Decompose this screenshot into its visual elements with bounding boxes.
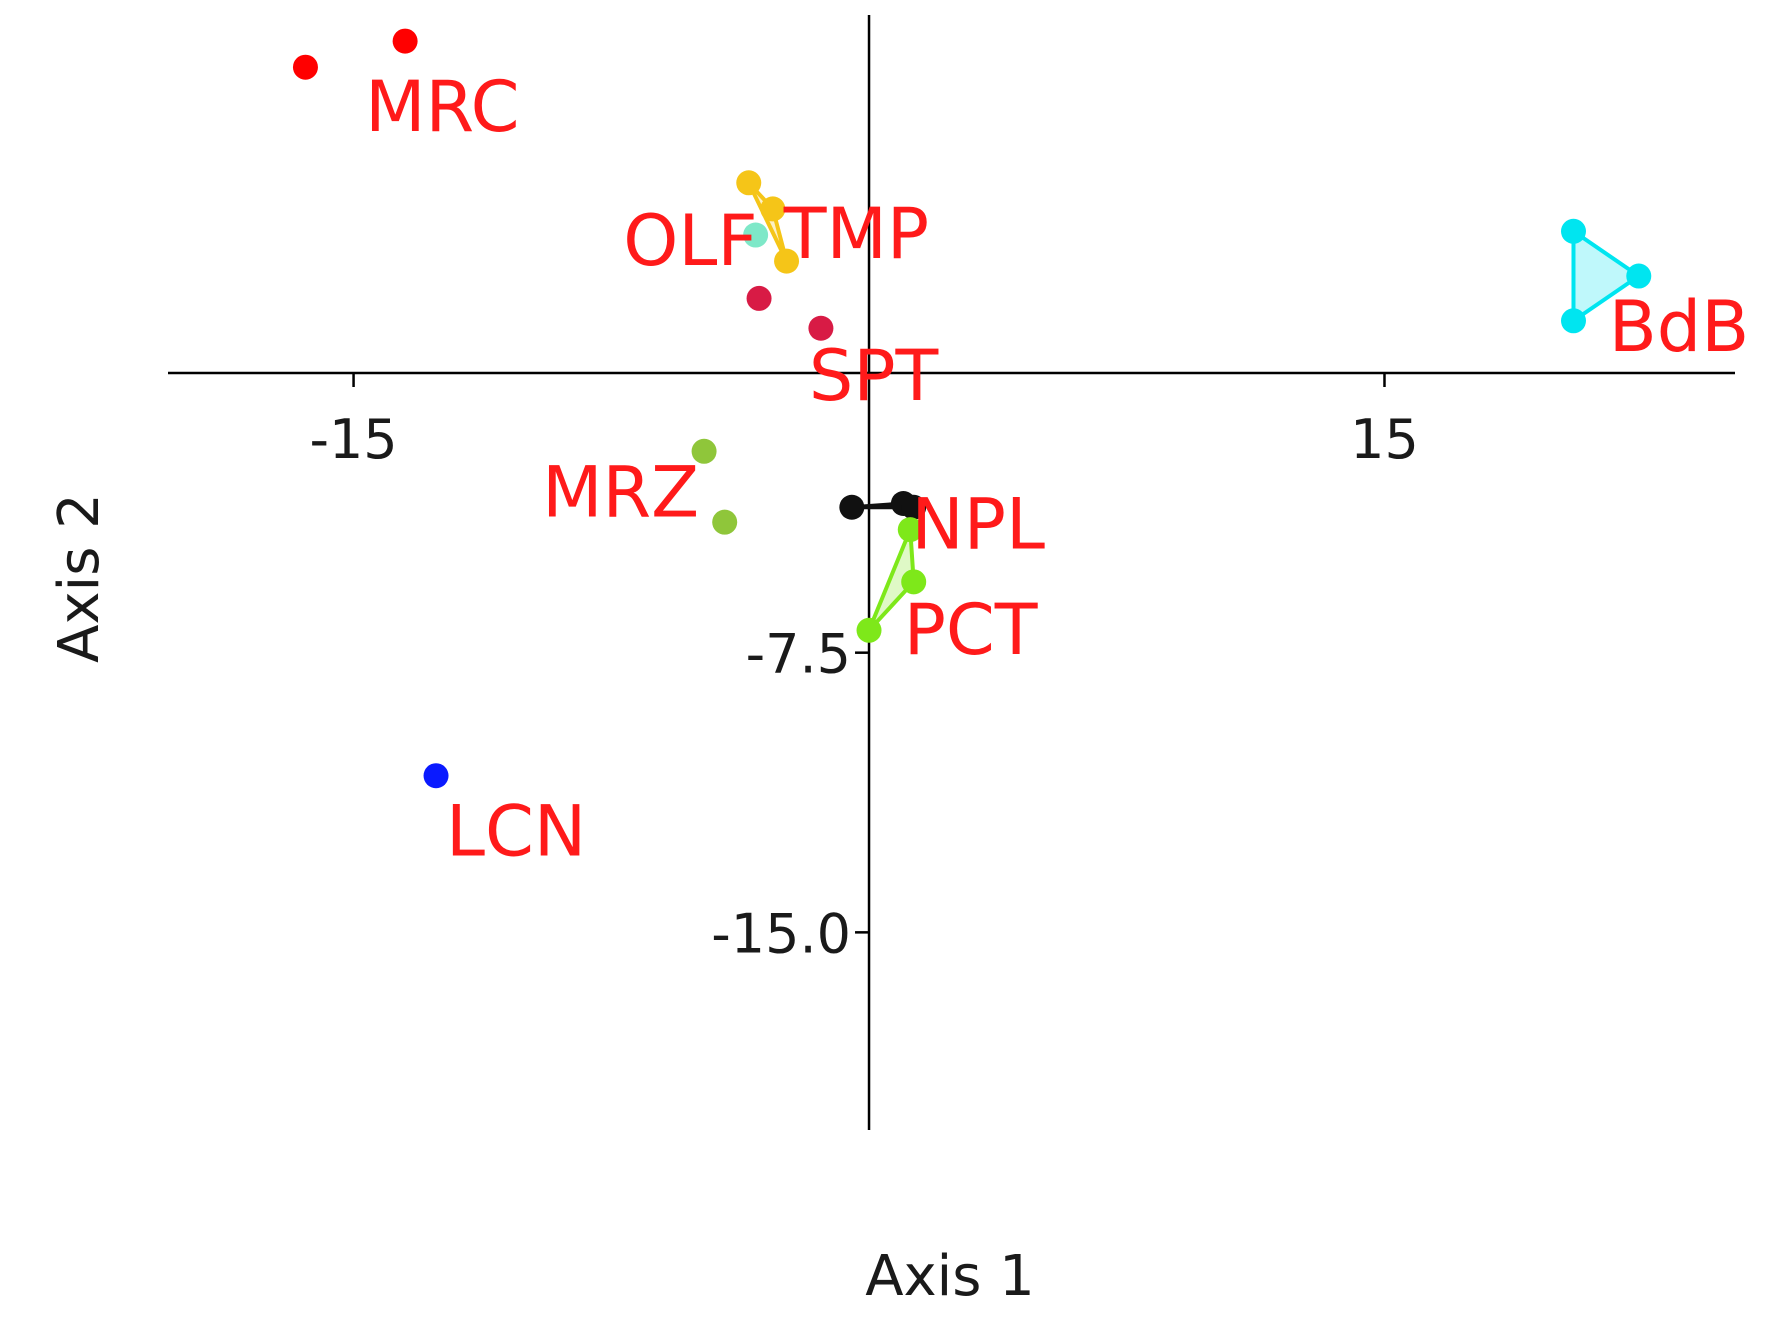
tick-labels: -15 15 -7.5 -15.0 bbox=[309, 408, 1418, 965]
y-axis-title: Axis 2 bbox=[47, 493, 112, 663]
point-mrz-2 bbox=[712, 509, 738, 535]
point-bdb-2 bbox=[1626, 263, 1652, 289]
point-lcn-1 bbox=[423, 763, 449, 789]
point-pct-1 bbox=[897, 517, 923, 543]
point-spt-1 bbox=[746, 285, 772, 311]
hull-tmp bbox=[746, 180, 789, 264]
data-points bbox=[292, 28, 1652, 789]
point-mrc-2 bbox=[392, 28, 418, 54]
point-mrc-1 bbox=[292, 54, 318, 80]
group-label-pct: PCT bbox=[904, 589, 1038, 671]
group-label-bdb: BdB bbox=[1609, 286, 1749, 368]
point-bdb-1 bbox=[1560, 218, 1586, 244]
x-tick-label-15: 15 bbox=[1350, 408, 1419, 471]
point-olf-1 bbox=[743, 222, 769, 248]
point-mrz-1 bbox=[691, 438, 717, 464]
group-hulls bbox=[746, 180, 1641, 633]
point-tmp-3 bbox=[774, 248, 800, 274]
x-tick-label--15: -15 bbox=[309, 408, 397, 471]
point-tmp-1 bbox=[736, 170, 762, 196]
group-labels: MRC TMP OLF SPT BdB MRZ NPL PCT LCN bbox=[365, 66, 1749, 873]
point-pct-2 bbox=[901, 569, 927, 595]
axes bbox=[168, 15, 1735, 1130]
y-tick-label--7-5: -7.5 bbox=[746, 623, 851, 686]
group-label-npl: NPL bbox=[911, 484, 1045, 566]
group-label-mrc: MRC bbox=[365, 66, 519, 148]
hull-pct bbox=[867, 527, 916, 633]
point-npl-1 bbox=[839, 494, 865, 520]
hull-bdb bbox=[1571, 229, 1641, 323]
x-axis-title: Axis 1 bbox=[865, 1244, 1035, 1309]
group-label-spt: SPT bbox=[809, 335, 939, 417]
group-label-mrz: MRZ bbox=[542, 451, 699, 533]
point-spt-2 bbox=[808, 315, 834, 341]
tick-marks bbox=[352, 372, 1386, 934]
point-tmp-2 bbox=[760, 196, 786, 222]
point-npl-3 bbox=[901, 494, 927, 520]
group-label-olf: OLF bbox=[623, 200, 757, 282]
y-tick-label--15-0: -15.0 bbox=[711, 902, 851, 965]
point-pct-3 bbox=[856, 617, 882, 643]
point-bdb-3 bbox=[1560, 308, 1586, 334]
group-label-tmp: TMP bbox=[783, 193, 929, 275]
group-label-lcn: LCN bbox=[446, 791, 586, 873]
